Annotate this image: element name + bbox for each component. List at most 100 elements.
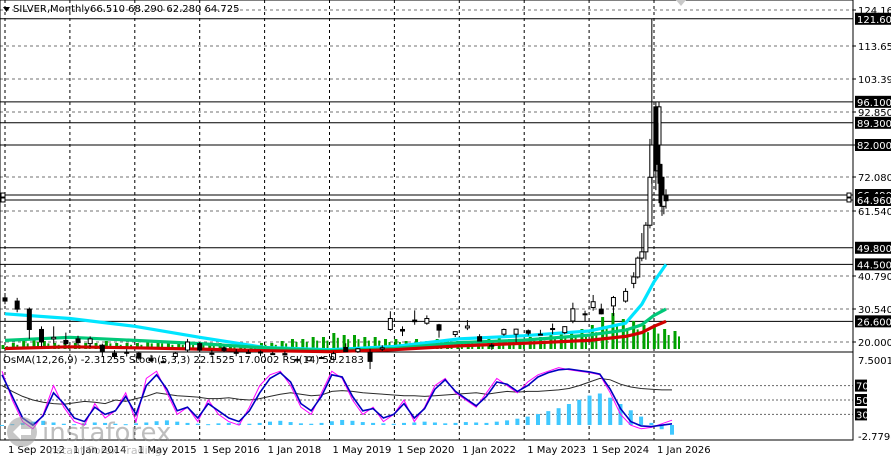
volume-bar — [342, 335, 346, 349]
candle-body — [14, 300, 20, 310]
level-label: 26.600 — [857, 317, 891, 328]
volume-bar — [161, 343, 164, 349]
indicator-label: OsMA(12,26,9) -2.31255 Stoch(5,3,3) 22.1… — [3, 355, 364, 366]
osma-bar — [195, 423, 200, 425]
osma-bar — [123, 424, 128, 426]
x-tick-label: 1 Jan 2022 — [462, 445, 516, 456]
osma-bar — [154, 421, 159, 425]
candle-body — [501, 328, 507, 335]
candle-body — [582, 313, 588, 316]
candle-body — [124, 351, 130, 354]
candle-body — [87, 338, 93, 345]
volume-bar — [125, 343, 129, 349]
level-box — [855, 315, 891, 328]
candle-body — [112, 352, 118, 358]
volume-bar — [590, 325, 594, 349]
level-box — [855, 139, 891, 151]
volume-bar — [533, 340, 536, 349]
candle-body — [610, 297, 616, 307]
candle-body — [590, 301, 596, 309]
volume-bar — [378, 340, 381, 349]
y-tick-label: 103.390 — [858, 75, 891, 86]
osma-bar — [309, 423, 314, 425]
volume-bar — [233, 346, 236, 349]
volume-bar — [22, 341, 26, 349]
volume-bar — [208, 343, 212, 349]
osma-bar — [144, 422, 149, 425]
candle-body — [63, 339, 69, 345]
candle-body — [39, 328, 45, 343]
osma-bar — [422, 421, 427, 425]
osma-bar — [371, 422, 376, 425]
candle-body — [623, 290, 629, 302]
osma-bar — [164, 420, 169, 425]
volume-bar — [301, 339, 305, 349]
candle-body — [635, 257, 641, 278]
osma-bar — [103, 422, 108, 425]
volume-bar — [580, 329, 584, 349]
volume-bar — [37, 342, 40, 349]
osma-bar — [360, 422, 365, 425]
ema-fast-line — [4, 263, 668, 352]
x-tick-label: 1 Sep 2024 — [592, 445, 649, 456]
osma-bar — [134, 423, 138, 425]
candle-body — [400, 328, 406, 332]
volume-bar — [316, 340, 319, 349]
osma-bar — [566, 404, 571, 425]
volume-bar — [663, 329, 667, 349]
y-tick-label: 113.650 — [858, 42, 891, 53]
volume-bar — [353, 335, 357, 349]
candle-body — [477, 336, 483, 342]
candle-body — [412, 319, 418, 323]
candle-body — [318, 356, 324, 359]
osma-bar — [175, 421, 180, 425]
osma-bar — [185, 422, 190, 425]
level-label: 121.600 — [857, 15, 891, 26]
level-box — [855, 241, 891, 254]
osma-bar — [412, 422, 417, 425]
volume-bar — [673, 331, 677, 349]
ohlc-label: 66.510 68.290 62.280 64.725 — [90, 4, 240, 15]
candle-body — [294, 358, 300, 362]
indicator-tick-label: -2.77982 — [858, 432, 891, 443]
indicator-level-label: 50 — [856, 396, 869, 407]
ema-mid-line — [4, 307, 667, 353]
rsi-line — [1, 377, 672, 405]
y-tick-label: 72.080 — [858, 173, 891, 184]
volume-bar — [667, 335, 670, 349]
osma-bar — [247, 423, 252, 425]
volume-bar — [652, 327, 656, 349]
dropdown-triangle-icon[interactable] — [3, 7, 10, 12]
x-tick-label: 1 May 2023 — [527, 445, 586, 456]
osma-bar — [41, 420, 46, 425]
candle-body — [452, 331, 458, 335]
y-tick-label: 20.000 — [858, 338, 891, 349]
level-box — [855, 12, 891, 25]
volume-bar — [642, 325, 646, 349]
scroll-marker-icon[interactable] — [676, 0, 686, 6]
level-marker — [846, 192, 852, 198]
level-label: 89.300 — [857, 119, 891, 130]
candle-body — [653, 106, 659, 172]
level-marker — [0, 192, 6, 198]
candle-body — [343, 346, 349, 353]
osma-bar — [268, 421, 272, 425]
volume-bar — [295, 342, 298, 349]
candle-body — [598, 308, 604, 315]
osma-bar — [288, 422, 293, 425]
level-marker — [846, 197, 852, 203]
osma-bar — [72, 424, 77, 426]
osma-bar — [670, 425, 674, 435]
candle-body — [26, 308, 32, 330]
volume-bar — [150, 343, 153, 349]
candle-body — [148, 358, 154, 362]
indicator-axis: 7.5001 70 50 30 -2.77982 — [855, 356, 891, 443]
candle-body — [282, 353, 288, 356]
volume-bar — [171, 344, 174, 349]
volume-bar — [357, 339, 360, 349]
level-box — [855, 258, 891, 271]
candle-body — [657, 163, 663, 178]
volume-bar — [522, 342, 525, 349]
